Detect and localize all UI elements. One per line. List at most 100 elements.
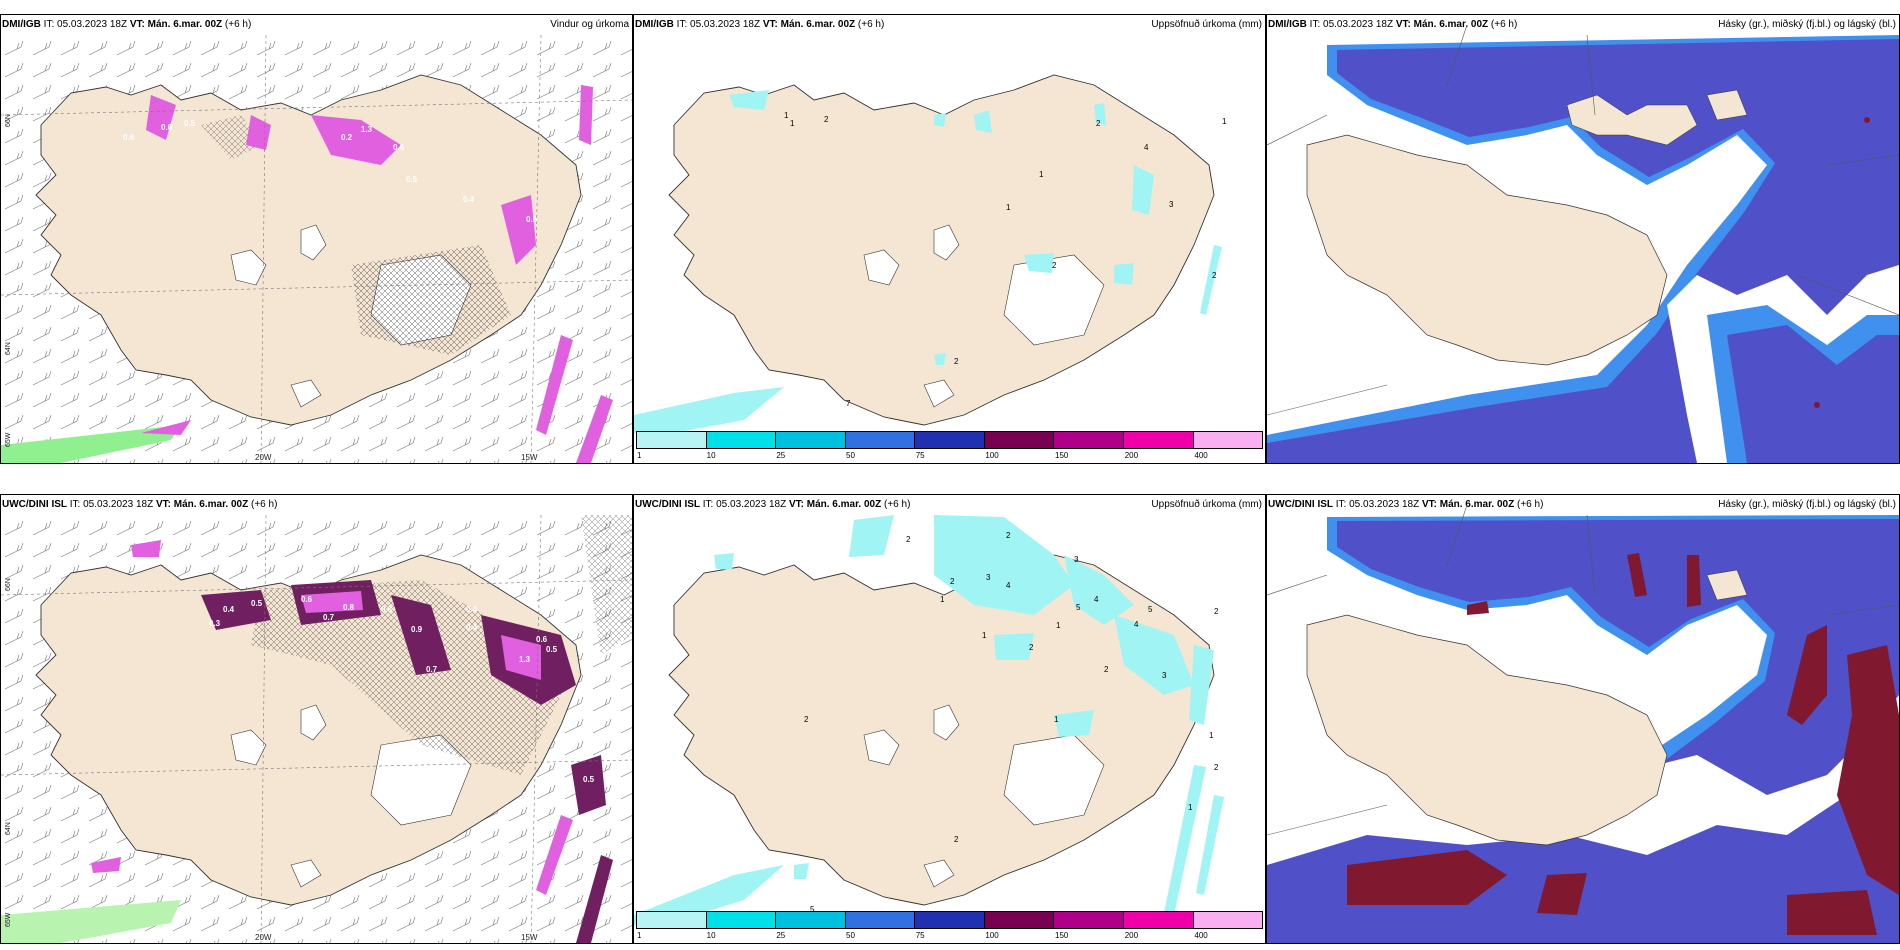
acc-value: 1 [940, 595, 945, 604]
colorbar-label: 10 [706, 451, 716, 460]
colorbar-cell [1123, 432, 1194, 448]
colorbar-cell [915, 432, 985, 448]
colorbar-cell [776, 912, 846, 928]
precip-value: 0.7 [426, 665, 438, 674]
colorbar-labels: 1 10 25 50 75 100 150 200 400 [636, 451, 1263, 463]
precip-value: 0.6 [123, 133, 135, 142]
acc-value: 7 [846, 399, 851, 408]
colorbar-label: 200 [1124, 931, 1139, 940]
field-title: Hásky (gr.), miðský (fj.bl.) og lágský (… [1718, 19, 1896, 30]
panel-header: UWC/DINI ISL IT: 05.03.2023 18Z VT: Mán.… [1267, 495, 1899, 515]
lon-label: 20W [255, 453, 272, 462]
acc-value: 2 [1104, 665, 1109, 674]
acc-value: 3 [1074, 555, 1079, 564]
acc-value: 5 [1076, 603, 1081, 612]
panel-header: UWC/DINI ISL IT: 05.03.2023 18Z VT: Mán.… [1, 495, 632, 515]
acc-value: 2 [906, 535, 911, 544]
cloud-map-svg [1267, 24, 1899, 463]
map-cloud-uwc: UWC/DINI ISL IT: 05.03.2023 18Z VT: Mán.… [1266, 494, 1900, 944]
precip-value: 1.3 [361, 125, 373, 134]
model-label: DMI/IGB [635, 19, 674, 30]
field-title: Uppsöfnuð úrkoma (mm) [1151, 499, 1262, 510]
lat-label: 65W [5, 912, 12, 927]
valid-time: VT: Mán. 6.mar. 00Z [762, 19, 856, 30]
panel-acc-precip-dmi: DMI/IGB IT: 05.03.2023 18Z VT: Mán. 6.ma… [633, 12, 1266, 464]
lat-label: 64N [5, 342, 12, 355]
model-label: DMI/IGB [2, 19, 41, 30]
map-cloud-dmi: DMI/IGB IT: 05.03.2023 18Z VT: Mán. 6.ma… [1266, 14, 1900, 464]
acc-value: 4 [1006, 581, 1011, 590]
acc-value: 1 [1188, 803, 1193, 812]
acc-value: 2 [1006, 531, 1011, 540]
colorbar-cell [1054, 432, 1124, 448]
precip-colorbar [636, 911, 1263, 929]
init-time: IT: 05.03.2023 18Z [702, 499, 787, 510]
acc-value: 2 [804, 715, 809, 724]
precip-value: 1.3 [519, 655, 531, 664]
acc-value: 1 [1209, 731, 1214, 740]
colorbar-cell [637, 432, 707, 448]
colorbar-label: 25 [776, 451, 786, 460]
valid-time: VT: Mán. 6.mar. 00Z [788, 499, 882, 510]
valid-time: VT: Mán. 6.mar. 00Z [1395, 19, 1489, 30]
acc-value: 2 [1214, 607, 1219, 616]
model-label: UWC/DINI ISL [2, 499, 67, 510]
colorbar-cell [984, 432, 1055, 448]
panel-wind-precip-dmi: DMI/IGB IT: 05.03.2023 18Z VT: Mán. 6.ma… [0, 12, 633, 464]
acc-value: 1 [1222, 117, 1227, 126]
precip-value: 0.7 [323, 613, 335, 622]
map-wind-precip-dmi: DMI/IGB IT: 05.03.2023 18Z VT: Mán. 6.ma… [0, 14, 633, 464]
colorbar-cell [637, 912, 707, 928]
acc-value: 1 [1054, 715, 1059, 724]
panel-header: DMI/IGB IT: 05.03.2023 18Z VT: Mán. 6.ma… [1267, 15, 1899, 35]
wind-precip-map-svg [1, 34, 632, 463]
precip-value: 0.5 [406, 175, 418, 184]
precip-value: 0.2 [341, 133, 353, 142]
precip-value: 0.4 [463, 195, 475, 204]
map-acc-precip-uwc: UWC/DINI ISL IT: 05.03.2023 18Z VT: Mán.… [633, 494, 1266, 944]
colorbar-labels: 1 10 25 50 75 100 150 200 400 [636, 931, 1263, 943]
acc-value: 2 [954, 835, 959, 844]
precip-value: 0.4 [466, 605, 478, 614]
cloud-map-svg [1267, 504, 1899, 943]
lead-time: (+6 h) [857, 19, 885, 30]
field-title: Hásky (gr.), miðský (fj.bl.) og lágský (… [1718, 499, 1896, 510]
colorbar-cell [706, 912, 777, 928]
colorbar-label: 75 [915, 931, 925, 940]
colorbar-label: 400 [1194, 931, 1208, 940]
acc-value: 3 [986, 573, 991, 582]
lead-time: (+6 h) [224, 19, 252, 30]
colorbar-label: 10 [706, 931, 716, 940]
wind-precip-map-svg [1, 514, 632, 943]
precip-value: 0.4 [223, 605, 235, 614]
precip-value: 0.6 [301, 595, 313, 604]
panel-wind-precip-uwc: UWC/DINI ISL IT: 05.03.2023 18Z VT: Mán.… [0, 492, 633, 944]
colorbar-label: 50 [846, 451, 855, 460]
acc-value: 3 [1169, 200, 1174, 209]
colorbar-label: 1 [637, 931, 642, 940]
acc-value: 2 [1214, 763, 1219, 772]
colorbar-cell [1193, 912, 1263, 928]
acc-value: 1 [982, 631, 987, 640]
precip-value: 0.8 [343, 603, 355, 612]
precip-value: 0.5 [251, 599, 263, 608]
lead-time: (+6 h) [251, 499, 278, 510]
precip-value: 0.9 [411, 625, 423, 634]
panel-header: DMI/IGB IT: 05.03.2023 18Z VT: Mán. 6.ma… [1, 15, 632, 35]
acc-value: 5 [810, 905, 815, 914]
init-time: IT: 05.03.2023 18Z [676, 19, 761, 30]
colorbar-label: 50 [846, 931, 855, 940]
precip-value: 0.5 [184, 119, 196, 128]
field-title: Vindur og úrkoma [550, 19, 629, 30]
precip-value: 0.6 [393, 143, 405, 152]
init-time: IT: 05.03.2023 18Z [69, 499, 154, 510]
colorbar-label: 100 [985, 451, 999, 460]
panel-acc-precip-uwc: UWC/DINI ISL IT: 05.03.2023 18Z VT: Mán.… [633, 492, 1266, 944]
panel-cloud-dmi: DMI/IGB IT: 05.03.2023 18Z VT: Mán. 6.ma… [1266, 12, 1900, 464]
precip-value: 0.6 [536, 635, 548, 644]
lat-label: 64N [5, 822, 12, 835]
acc-value: 2 [1212, 271, 1217, 280]
acc-value: 2 [1096, 119, 1101, 128]
acc-value: 4 [1144, 143, 1149, 152]
field-title: Uppsöfnuð úrkoma (mm) [1151, 19, 1262, 30]
